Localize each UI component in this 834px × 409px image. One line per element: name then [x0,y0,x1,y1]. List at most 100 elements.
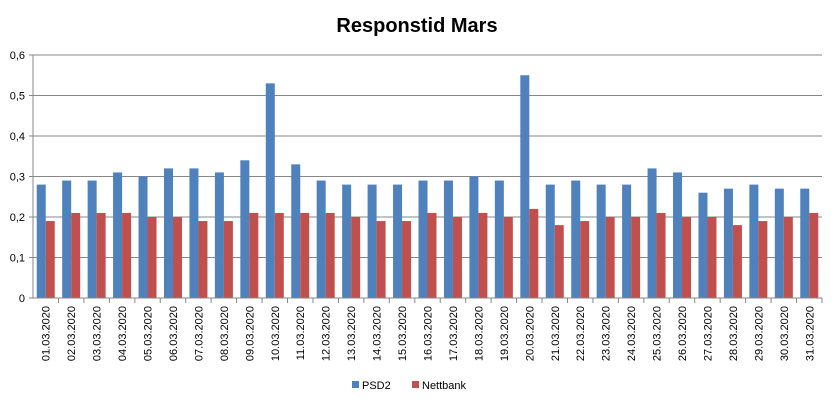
bar-psd2-01.03.2020 [36,184,46,298]
bar-psd2-02.03.2020 [62,180,72,298]
bar-nettbank-19.03.2020 [503,217,513,298]
bar-nettbank-10.03.2020 [274,212,284,298]
bar-nettbank-09.03.2020 [249,212,259,298]
bar-psd2-16.03.2020 [418,180,428,298]
bar-psd2-17.03.2020 [443,180,453,298]
bar-psd2-12.03.2020 [316,180,326,298]
legend-swatch-psd2 [352,381,359,388]
legend-swatch-nettbank [412,381,419,388]
bar-nettbank-14.03.2020 [376,221,386,298]
x-tick-label: 20.03.2020 [524,306,536,361]
bar-nettbank-17.03.2020 [452,217,462,298]
x-tick-label: 26.03.2020 [677,306,689,361]
x-tick-label: 04.03.2020 [117,306,129,361]
bar-nettbank-18.03.2020 [478,212,488,298]
y-tick-label: 0 [19,293,25,305]
x-tick-label: 17.03.2020 [448,306,460,361]
bar-psd2-31.03.2020 [800,188,810,298]
x-tick-label: 30.03.2020 [779,306,791,361]
x-tick-label: 29.03.2020 [753,306,765,361]
x-tick-label: 15.03.2020 [397,306,409,361]
x-tick-label: 10.03.2020 [270,306,282,361]
x-tick-label: 25.03.2020 [652,306,664,361]
x-axis: 01.03.2020 02.03.2020 03.03.2020 04.03.2020… [33,297,823,361]
legend-label-nettbank: Nettbank [422,380,467,392]
bar-nettbank-01.03.2020 [45,221,55,298]
bar-nettbank-02.03.2020 [71,212,81,298]
bar-psd2-13.03.2020 [342,184,352,298]
bar-psd2-21.03.2020 [545,184,555,298]
bar-psd2-28.03.2020 [723,188,733,298]
bar-nettbank-15.03.2020 [402,221,412,298]
x-tick-label: 11.03.2020 [295,306,307,360]
x-tick-label: 27.03.2020 [702,306,714,361]
x-tick-label: 09.03.2020 [244,306,256,361]
x-tick-label: 18.03.2020 [473,306,485,361]
y-tick-label: 0,4 [10,131,25,143]
x-tick-label: 31.03.2020 [804,306,816,361]
x-tick-label: 28.03.2020 [728,306,740,361]
bar-psd2-15.03.2020 [393,184,403,298]
bar-nettbank-24.03.2020 [631,217,641,298]
bar-nettbank-05.03.2020 [147,217,157,298]
bar-psd2-22.03.2020 [571,180,581,298]
bar-nettbank-03.03.2020 [96,212,106,298]
bar-nettbank-20.03.2020 [529,208,539,298]
bar-psd2-24.03.2020 [622,184,632,298]
bar-psd2-08.03.2020 [214,172,224,298]
x-tick-label: 02.03.2020 [66,306,78,361]
y-axis: 0 0,1 0,2 0,3 0,4 0,5 0,6 [10,50,34,305]
bars [36,75,819,298]
bar-nettbank-29.03.2020 [758,221,768,298]
y-tick-label: 0,3 [10,172,25,184]
bar-psd2-09.03.2020 [240,160,250,298]
x-tick-label: 07.03.2020 [193,306,205,361]
x-tick-label: 03.03.2020 [92,306,104,361]
bar-psd2-11.03.2020 [291,164,301,298]
bar-psd2-19.03.2020 [494,180,504,298]
bar-nettbank-07.03.2020 [198,221,208,298]
bar-nettbank-31.03.2020 [809,212,819,298]
bar-psd2-14.03.2020 [367,184,377,298]
bar-nettbank-30.03.2020 [783,217,793,298]
legend: PSD2 Nettbank [352,380,467,392]
bar-psd2-26.03.2020 [673,172,683,298]
y-tick-label: 0,1 [10,253,25,265]
bar-psd2-07.03.2020 [189,168,199,298]
bar-nettbank-23.03.2020 [605,217,615,298]
bar-nettbank-28.03.2020 [732,225,742,298]
bar-nettbank-12.03.2020 [325,212,335,298]
y-tick-label: 0,2 [10,212,25,224]
x-tick-label: 16.03.2020 [423,306,435,361]
bar-psd2-18.03.2020 [469,176,479,298]
x-tick-label: 14.03.2020 [372,306,384,361]
bar-nettbank-27.03.2020 [707,217,717,298]
x-tick-label: 06.03.2020 [168,306,180,361]
bar-psd2-03.03.2020 [87,180,97,298]
x-tick-label: 23.03.2020 [601,306,613,361]
x-tick-label: 19.03.2020 [499,306,511,361]
x-tick-label: 12.03.2020 [321,306,333,361]
bar-psd2-04.03.2020 [113,172,123,298]
bar-psd2-20.03.2020 [520,75,530,298]
x-tick-label: 22.03.2020 [575,306,587,361]
bar-nettbank-22.03.2020 [580,221,590,298]
bar-nettbank-11.03.2020 [300,212,310,298]
x-tick-label: 21.03.2020 [550,306,562,361]
bar-psd2-27.03.2020 [698,192,708,298]
bar-nettbank-08.03.2020 [223,221,233,298]
bar-nettbank-25.03.2020 [656,212,666,298]
y-tick-label: 0,6 [10,50,25,62]
bar-psd2-23.03.2020 [596,184,606,298]
bar-psd2-05.03.2020 [138,176,148,298]
bar-nettbank-04.03.2020 [122,212,132,298]
bar-nettbank-21.03.2020 [554,225,564,298]
bar-psd2-30.03.2020 [774,188,784,298]
y-tick-label: 0,5 [10,91,25,103]
bar-nettbank-13.03.2020 [351,217,361,298]
legend-label-psd2: PSD2 [362,380,391,392]
x-tick-label: 08.03.2020 [219,306,231,361]
chart-title: Responstid Mars [336,15,497,37]
bar-psd2-29.03.2020 [749,184,759,298]
